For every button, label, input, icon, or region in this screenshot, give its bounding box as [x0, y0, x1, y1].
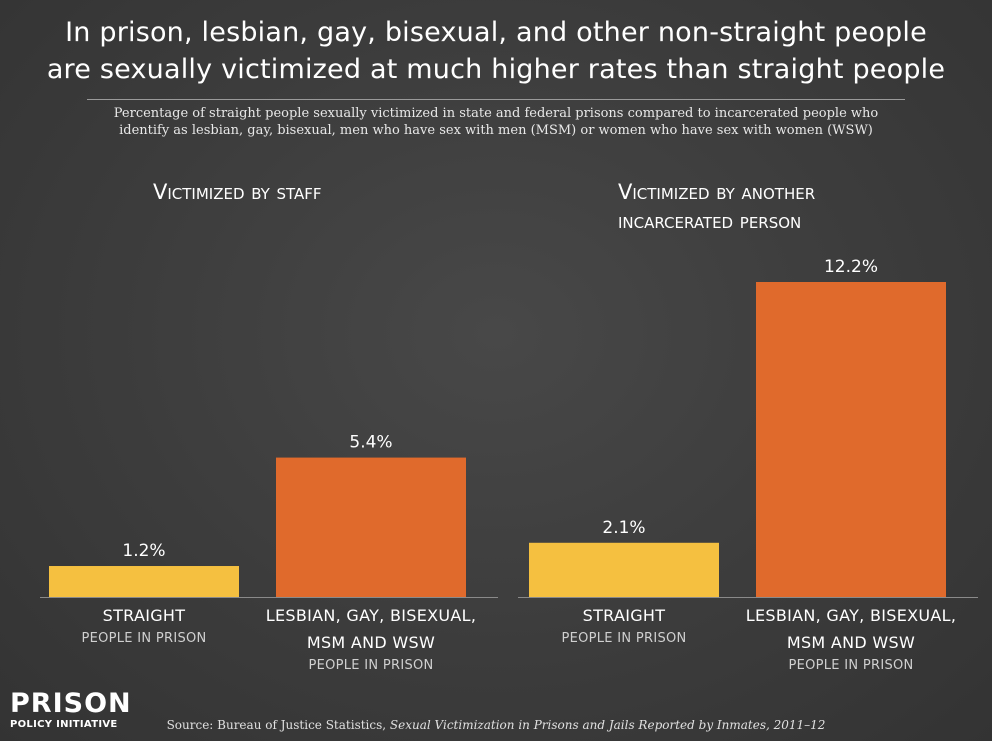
- category-label-staff-straight: STRAIGHT PEOPLE IN PRISON: [14, 602, 274, 649]
- chart-subtitle-line-1: Percentage of straight people sexually v…: [113, 106, 879, 121]
- bar-staff-straight: [49, 566, 239, 597]
- value-label-incarcerated-straight: 2.1%: [602, 518, 645, 538]
- chart-title-line-1: In prison, lesbian, gay, bisexual, and o…: [65, 17, 927, 48]
- chart-subtitle: Percentage of straight people sexually v…: [60, 105, 932, 139]
- category-label-main-line-1: LESBIAN, GAY, BISEXUAL,: [265, 606, 477, 625]
- source-title: Sexual Victimization in Prisons and Jail…: [389, 718, 826, 732]
- panel-title-incarcerated: Victimized by another incarcerated perso…: [618, 178, 815, 236]
- bar-incarcerated-lgb: [756, 282, 946, 597]
- panel-title-incarcerated-line-1: Victimized by another: [618, 180, 816, 204]
- chart-title: In prison, lesbian, gay, bisexual, and o…: [0, 14, 992, 88]
- category-label-main-line-1: STRAIGHT: [582, 606, 666, 625]
- category-label-staff-lgb: LESBIAN, GAY, BISEXUAL, MSM AND WSW PEOPLE…: [241, 602, 501, 676]
- category-label-sub: PEOPLE IN PRISON: [81, 631, 207, 646]
- category-label-main-line-2: MSM AND WSW: [306, 633, 436, 652]
- panel-title-staff: Victimized by staff: [153, 178, 322, 207]
- category-label-sub: PEOPLE IN PRISON: [788, 658, 914, 673]
- source-prefix: Source: Bureau of Justice Statistics,: [166, 718, 390, 732]
- title-divider: [87, 99, 905, 100]
- panel-title-incarcerated-line-2: incarcerated person: [618, 209, 802, 233]
- chart-subtitle-line-2: identify as lesbian, gay, bisexual, men …: [119, 123, 873, 138]
- prison-policy-initiative-logo: PRISON POLICY INITIATIVE: [10, 690, 132, 732]
- panel-title-staff-line: Victimized by staff: [153, 180, 322, 204]
- category-label-main-line-2: MSM AND WSW: [786, 633, 916, 652]
- category-label-incarcerated-straight: STRAIGHT PEOPLE IN PRISON: [494, 602, 754, 649]
- category-label-main-line-1: STRAIGHT: [102, 606, 186, 625]
- category-label-sub: PEOPLE IN PRISON: [561, 631, 687, 646]
- chart-title-line-2: are sexually victimized at much higher r…: [46, 54, 946, 85]
- value-label-incarcerated-lgb: 12.2%: [824, 257, 878, 277]
- bar-staff-lgb: [276, 457, 466, 597]
- category-label-sub: PEOPLE IN PRISON: [308, 658, 434, 673]
- value-label-staff-lgb: 5.4%: [349, 433, 392, 453]
- category-label-main-line-1: LESBIAN, GAY, BISEXUAL,: [745, 606, 957, 625]
- value-label-staff-straight: 1.2%: [122, 541, 165, 561]
- logo-subtext: POLICY INITIATIVE: [10, 719, 118, 730]
- category-label-incarcerated-lgb: LESBIAN, GAY, BISEXUAL, MSM AND WSW PEOPLE…: [721, 602, 981, 676]
- bar-incarcerated-straight: [529, 542, 719, 597]
- source-note: Source: Bureau of Justice Statistics, Se…: [0, 718, 992, 732]
- logo-wordmark: PRISON: [10, 688, 132, 719]
